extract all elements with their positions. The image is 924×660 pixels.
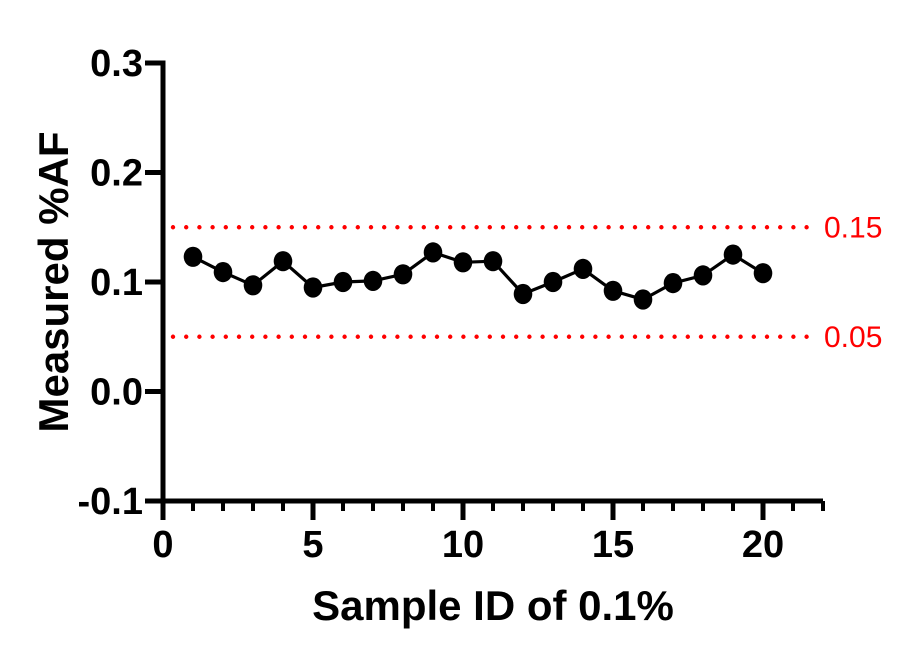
data-point — [333, 271, 353, 293]
x-tick-label: 15 — [592, 524, 634, 566]
data-point — [573, 258, 593, 279]
data-point — [693, 265, 713, 286]
x-axis-title: Sample ID of 0.1% — [312, 582, 674, 629]
y-axis-title: Measured %AF — [30, 131, 77, 432]
data-point — [273, 251, 293, 272]
data-point — [453, 252, 473, 273]
data-point — [543, 271, 563, 293]
x-tick-label: 5 — [302, 524, 323, 566]
data-point — [423, 242, 443, 263]
data-point — [183, 246, 203, 267]
y-tick-label: 0.3 — [90, 43, 143, 85]
data-point — [633, 289, 653, 310]
data-point — [603, 280, 623, 301]
x-tick-label: 0 — [152, 524, 173, 566]
data-point — [723, 244, 743, 265]
y-tick-label: 0.1 — [90, 262, 143, 304]
y-tick-label: 0.0 — [90, 372, 143, 414]
reference-line-label: 0.15 — [824, 211, 882, 244]
y-tick-label: -0.1 — [78, 481, 143, 523]
data-point — [483, 251, 503, 272]
data-point — [303, 277, 323, 298]
y-tick-label: 0.2 — [90, 153, 143, 195]
data-point — [753, 263, 773, 284]
data-point — [393, 264, 413, 285]
data-point — [513, 283, 533, 305]
data-point — [243, 275, 263, 296]
data-point — [663, 273, 683, 294]
reference-line-label: 0.05 — [824, 321, 882, 354]
x-tick-label: 10 — [442, 524, 484, 566]
data-point — [213, 262, 233, 283]
x-tick-label: 20 — [742, 524, 784, 566]
data-point — [363, 270, 383, 291]
